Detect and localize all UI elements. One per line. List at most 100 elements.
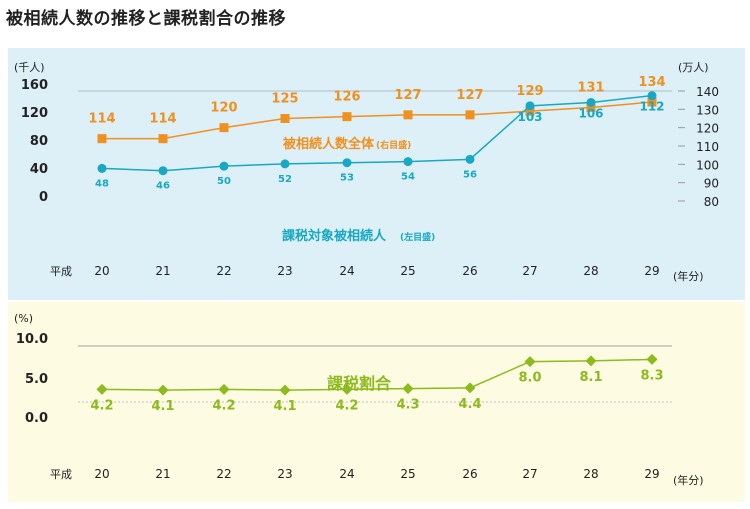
bottom-axis-tick: 10.0 <box>16 332 48 347</box>
taxable-data-label: 53 <box>340 173 354 184</box>
ratio-point <box>218 383 230 395</box>
top-x-tick: 26 <box>462 264 477 278</box>
top-x-tick: 24 <box>339 264 354 278</box>
total-data-label: 125 <box>271 92 298 107</box>
left-axis-tick: 80 <box>30 134 48 149</box>
right-axis-tick: 90 <box>704 177 719 191</box>
taxable-point <box>525 101 535 111</box>
bottom-x-tick: 23 <box>277 467 292 481</box>
bottom-axis-tick: 0.0 <box>25 411 48 426</box>
taxable-data-label: 106 <box>578 106 603 120</box>
bottom-x-tick: 24 <box>339 467 354 481</box>
ratio-point <box>646 353 658 365</box>
total-point <box>647 97 657 107</box>
ratio-point <box>96 383 108 395</box>
total-point <box>465 110 475 120</box>
total-point <box>403 110 413 120</box>
bottom-x-tick: 22 <box>216 467 231 481</box>
left-axis-tick: 40 <box>30 162 48 177</box>
top-x-tick: 20 <box>94 264 109 278</box>
taxable-data-label: 48 <box>95 178 109 189</box>
right-axis-tick: 110 <box>696 140 719 154</box>
total-series-name: 被相続人数全体 <box>282 136 375 152</box>
taxable-data-label: 112 <box>639 100 664 114</box>
ratio-data-label: 4.1 <box>151 399 174 414</box>
top-x-tick: 25 <box>400 264 415 278</box>
bottom-x-unit: (年分) <box>673 473 704 487</box>
top-x-tick: 28 <box>583 264 598 278</box>
series-line-ratio <box>101 358 653 391</box>
taxable-point <box>647 91 657 101</box>
bottom-x-tick: 21 <box>155 467 170 481</box>
right-axis-tick: 80 <box>704 195 719 209</box>
total-point <box>158 134 168 144</box>
taxable-point <box>465 154 475 164</box>
bottom-era-label: 平成 <box>50 468 72 481</box>
taxable-point <box>403 157 413 167</box>
ratio-data-label: 8.1 <box>579 370 602 385</box>
top-era-label: 平成 <box>50 265 72 278</box>
taxable-data-label: 54 <box>401 172 415 183</box>
ratio-data-label: 4.1 <box>273 399 296 414</box>
ratio-point <box>341 383 353 395</box>
taxable-point <box>586 97 596 107</box>
ratio-point <box>464 382 476 394</box>
total-point <box>97 134 107 144</box>
top-x-tick: 21 <box>155 264 170 278</box>
bottom-x-tick: 27 <box>522 467 537 481</box>
taxable-data-label: 46 <box>156 181 170 192</box>
bottom-x-tick: 29 <box>644 467 659 481</box>
total-point <box>280 114 290 123</box>
ratio-data-label: 4.4 <box>458 397 481 412</box>
total-point <box>342 112 352 122</box>
ratio-point <box>524 356 536 368</box>
ratio-point <box>585 355 597 367</box>
bottom-axis-unit: (%) <box>14 312 33 325</box>
total-data-label: 120 <box>210 101 237 116</box>
taxable-point <box>342 158 352 168</box>
taxable-point <box>97 163 107 173</box>
bottom-x-tick: 20 <box>94 467 109 481</box>
left-axis-tick: 120 <box>21 106 48 121</box>
taxable-data-label: 103 <box>517 110 542 124</box>
top-x-tick: 23 <box>277 264 292 278</box>
top-x-tick: 29 <box>644 264 659 278</box>
ratio-data-label: 8.0 <box>518 371 541 386</box>
series-line-total <box>102 101 653 140</box>
total-data-label: 131 <box>577 81 604 96</box>
total-data-label: 129 <box>516 84 543 99</box>
top-x-tick: 27 <box>522 264 537 278</box>
top-x-tick: 22 <box>216 264 231 278</box>
bottom-x-tick: 26 <box>462 467 477 481</box>
taxable-data-label: 52 <box>278 174 292 185</box>
right-axis-tick: 120 <box>696 122 719 136</box>
taxable-data-label: 56 <box>463 169 477 180</box>
ratio-data-label: 8.3 <box>640 368 663 383</box>
total-point <box>525 106 535 116</box>
left-axis-tick: 0 <box>39 190 48 205</box>
ratio-point <box>157 384 169 396</box>
ratio-data-label: 4.3 <box>396 398 419 413</box>
total-point <box>219 123 229 133</box>
total-data-label: 114 <box>88 112 115 127</box>
right-axis-tick: 130 <box>696 103 719 117</box>
ratio-point <box>279 384 291 396</box>
bottom-axis-tick: 5.0 <box>25 372 48 387</box>
total-data-label: 127 <box>394 88 421 103</box>
total-point <box>586 103 596 112</box>
left-axis-tick: 160 <box>21 78 48 93</box>
right-axis-tick: 100 <box>696 158 719 172</box>
bottom-x-tick: 28 <box>583 467 598 481</box>
ratio-data-label: 4.2 <box>212 398 235 413</box>
right-axis-unit: (万人) <box>678 61 709 74</box>
taxable-series-name: 課税対象被相続人 <box>282 228 387 244</box>
taxable-point <box>219 161 229 171</box>
bottom-x-tick: 25 <box>400 467 415 481</box>
right-axis-tick: 140 <box>696 85 719 99</box>
total-data-label: 134 <box>638 75 665 90</box>
ratio-data-label: 4.2 <box>90 398 113 413</box>
ratio-data-label: 4.2 <box>335 398 358 413</box>
total-data-label: 127 <box>456 88 483 103</box>
top-x-unit: (年分) <box>673 269 704 283</box>
